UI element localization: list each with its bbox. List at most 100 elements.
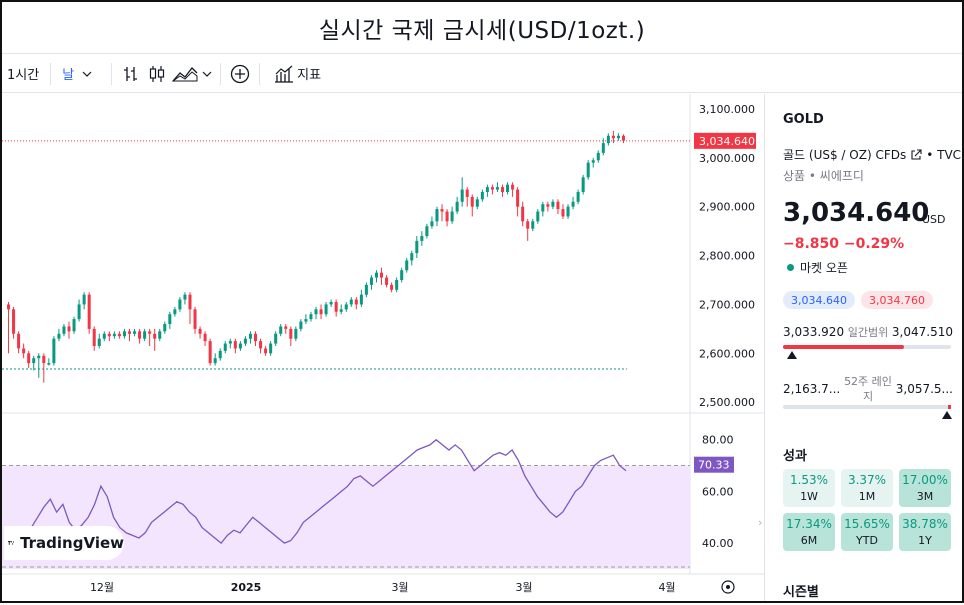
candle-body (516, 189, 520, 207)
day-range-label: 일간범위 (847, 326, 889, 339)
candle-body (284, 326, 288, 329)
candle-body (611, 135, 615, 139)
interval-button[interactable]: 1시간 (2, 55, 44, 92)
candle-body (17, 333, 21, 349)
candle-body (158, 331, 162, 339)
rsi-line (5, 438, 627, 547)
candle-body (97, 338, 101, 346)
candle-body (52, 338, 56, 364)
last-price-tag-label: 3,034.640 (699, 135, 755, 148)
price-tick-label: 3,100.000 (699, 103, 755, 116)
chevron-down-icon[interactable] (200, 61, 214, 87)
candle-body (571, 201, 575, 207)
style-label: 날 (62, 68, 75, 83)
candle-body (12, 309, 16, 334)
price-tick-label: 3,000.000 (699, 152, 755, 165)
candle-body (243, 338, 247, 344)
candle-body (218, 350, 222, 359)
indicators-label: 지표 (297, 68, 322, 83)
area-chart-type-icon[interactable] (170, 61, 200, 87)
candle-body (329, 302, 333, 305)
settings-ring (721, 580, 735, 594)
candle-body (163, 324, 167, 332)
day-range-fill (783, 345, 904, 349)
candle-body (279, 326, 283, 334)
candle-body (616, 135, 620, 139)
week52-range-bar (783, 405, 951, 409)
week52-low: 2,163.7... (783, 382, 841, 396)
performance-cell[interactable]: 15.65% YTD (841, 513, 893, 551)
chart-area[interactable]: 3,100.000 3,000.000 2,900.000 2,800.000 2,70… (2, 94, 764, 601)
candle-body (259, 341, 263, 349)
performance-period: 1Y (918, 534, 932, 547)
performance-cell[interactable]: 17.34% 6M (783, 513, 835, 551)
candle-body (228, 341, 232, 344)
performance-title: 성과 (783, 449, 807, 464)
toolbar-divider (259, 62, 261, 85)
performance-value: 17.34% (786, 517, 832, 531)
candle-body (324, 304, 328, 315)
market-open-dot-icon (787, 264, 794, 271)
candle-body (32, 358, 36, 364)
bar-chart-type-icon[interactable] (118, 61, 144, 87)
performance-cell[interactable]: 1.53% 1W (783, 469, 835, 507)
candle-body (420, 236, 424, 241)
chart-toolbar: 1시간 날 지표 (2, 55, 962, 93)
symbol-name-row: 골드 (US$ / OZ) CFDs • TVC (783, 146, 961, 163)
performance-cell[interactable]: 38.78% 1Y (899, 513, 951, 551)
external-link-icon[interactable] (910, 148, 922, 161)
candle-body (561, 209, 565, 217)
candle-body (42, 355, 46, 364)
performance-period: 3M (916, 490, 934, 503)
candle-body (511, 184, 515, 190)
candle-body (127, 331, 132, 334)
candle-body (334, 302, 338, 312)
week52-price-marker-icon (942, 411, 952, 419)
candle-body (465, 189, 469, 197)
candle-body (576, 192, 580, 202)
candle-body (27, 353, 31, 364)
performance-value: 1.53% (789, 473, 829, 487)
symbol-source: • TVC (926, 147, 962, 162)
performance-period: 6M (800, 534, 818, 547)
candle-body (480, 192, 484, 200)
candle-body (62, 326, 66, 334)
day-low: 3,033.920 (783, 325, 845, 339)
price-tick-label: 2,500.000 (699, 396, 755, 409)
candle-body (122, 331, 126, 337)
symbol-ticker[interactable]: GOLD (783, 112, 824, 127)
candle-body (208, 341, 212, 364)
time-tick-label: 2025 (231, 581, 262, 594)
performance-cell[interactable]: 3.37% 1M (841, 469, 893, 507)
candle-body (475, 199, 479, 207)
candle-body (551, 201, 555, 207)
candle-body (92, 328, 96, 346)
performance-grid: 1.53% 1W 3.37% 1M 17.00% 3M 17.34% 6M 15.65%… (783, 469, 951, 551)
candle-body (591, 160, 595, 163)
symbol-name[interactable]: 골드 (US$ / OZ) CFDs (783, 148, 907, 162)
price-chart[interactable]: 3,100.000 3,000.000 2,900.000 2,800.000 2,70… (2, 94, 764, 601)
candlestick-chart-type-icon[interactable] (144, 61, 170, 87)
candle-body (339, 309, 343, 312)
symbol-details-panel: GOLD 골드 (US$ / OZ) CFDs • TVC 상품 • 씨에프디 … (764, 94, 962, 601)
rsi-tick-label: 80.00 (702, 434, 734, 447)
indicators-button[interactable]: 지표 (266, 55, 326, 92)
candle-body (460, 189, 464, 202)
candle-body (364, 284, 368, 295)
tradingview-logo[interactable]: TradingView (4, 526, 124, 560)
seasonals-title: 시즌별 (783, 585, 819, 600)
candle-body (7, 304, 11, 310)
candle-body (223, 343, 227, 351)
candle-body (354, 299, 358, 305)
day-high: 3,047.510 (891, 325, 953, 339)
performance-cell[interactable]: 17.00% 3M (899, 469, 951, 507)
candle-body (586, 162, 590, 178)
compare-plus-icon[interactable] (227, 61, 253, 87)
toolbar-divider (111, 62, 113, 85)
week52-range-row: 2,163.7... 52주 레인지 3,057.5... (783, 374, 953, 404)
style-dropdown[interactable]: 날 (57, 55, 105, 92)
time-tick-label: 3월 (391, 581, 408, 594)
candle-body (359, 294, 363, 305)
candle-body (369, 277, 373, 285)
candle-body (238, 343, 242, 349)
